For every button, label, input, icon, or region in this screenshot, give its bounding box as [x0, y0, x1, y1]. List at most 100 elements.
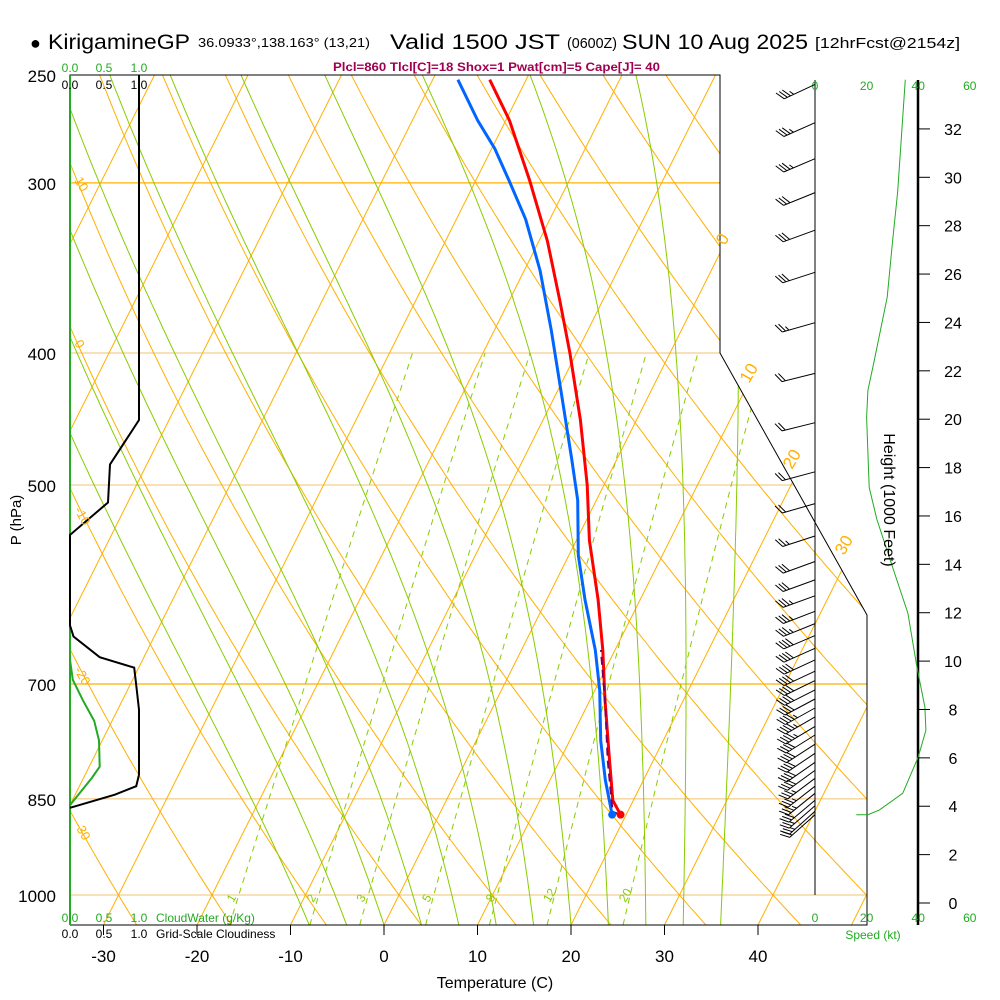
dry-adiabat-line [287, 75, 867, 925]
y-axis-title: P (hPa) [8, 495, 25, 546]
speed-tick-label-bottom: 20 [860, 911, 874, 925]
cloudwater-scale-label-top: 1.0 [131, 61, 148, 75]
wind-barb [775, 229, 816, 243]
thermo-grid [70, 75, 867, 925]
height-tick-label: 2 [949, 848, 958, 865]
moist-adiabat-line [634, 75, 687, 925]
dry-adiabat-line [224, 75, 802, 925]
mixing-ratio-line [359, 352, 531, 925]
dry-adiabat-label: -10 [71, 504, 93, 528]
isotherm-label: 20 [779, 446, 805, 472]
dry-adiabat-label: -30 [71, 819, 93, 843]
isotherm-line [570, 75, 867, 925]
surface-dewpoint-marker [608, 810, 617, 819]
sounding-profiles [456, 79, 625, 819]
pressure-tick-label: 850 [28, 791, 56, 810]
wind-barb [776, 707, 816, 725]
wind-barb [774, 271, 816, 284]
height-tick-label: 12 [944, 606, 962, 623]
isotherm-line [664, 75, 867, 925]
dry-adiabat-line [728, 75, 867, 925]
x-axis-title: Temperature (C) [437, 975, 553, 992]
wind-barb [775, 192, 816, 206]
wind-barb [775, 647, 816, 663]
temperature-tick-label: -20 [185, 947, 210, 966]
speed-tick-label-top: 40 [912, 79, 926, 93]
height-tick-label: 32 [944, 122, 962, 139]
dry-adiabat-label: 10 [71, 174, 91, 194]
dry-adiabat-line [413, 75, 867, 925]
speed-tick-label-bottom: 40 [912, 911, 926, 925]
height-tick-label: 28 [944, 219, 962, 236]
wind-barb [777, 752, 816, 773]
wind-speed-line [856, 79, 927, 816]
station-marker-icon: ● [30, 33, 41, 53]
moist-adiabat-line [107, 75, 460, 925]
cloudiness-scale-label-bottom: 0.5 [96, 927, 113, 941]
speed-tick-label-top: 60 [963, 79, 977, 93]
height-tick-label: 18 [944, 461, 962, 478]
plot-frame [69, 74, 868, 926]
moist-adiabat-line [322, 75, 572, 925]
wind-barb [780, 814, 816, 838]
mixing-ratio-line [546, 352, 699, 925]
dry-adiabat-line [99, 75, 612, 925]
temperature-tick-label: 10 [468, 947, 487, 966]
height-tick-label: 8 [949, 702, 958, 719]
dry-adiabat-line [539, 75, 867, 925]
wind-barb [774, 322, 816, 333]
wind-barb [775, 561, 816, 574]
isotherm-line [290, 75, 716, 925]
moist-adiabat-line [70, 75, 385, 925]
valid-time: Valid 1500 JST [390, 31, 560, 54]
cloudwater-scale-label-bottom: 0.0 [62, 911, 79, 925]
wind-barb [775, 670, 816, 687]
height-tick-label: 16 [944, 509, 962, 526]
temperature-tick-label: -10 [278, 947, 303, 966]
dry-adiabat-line [350, 75, 867, 925]
utc-time: (0600Z) [567, 35, 617, 52]
isotherm-line [70, 75, 342, 925]
moist-adiabat-line [527, 75, 647, 925]
moist-adiabat-line [238, 75, 535, 925]
temperature-tick-label: 0 [379, 947, 388, 966]
wind-barb [775, 158, 816, 173]
wind-barb [775, 623, 816, 637]
cloudiness-label: Grid-Scale Cloudiness [156, 927, 275, 941]
cloud-panel: 0.0 0.0 0.0 0.0 0.5 0.5 0.5 0.5 1.0 1.0 1.0 1.0 Clou… [62, 61, 276, 941]
mixing-ratio-line [622, 352, 767, 925]
cloudwater-scale-label-top: 0.0 [62, 61, 79, 75]
dry-adiabat-line [70, 75, 517, 925]
wind-barb [774, 372, 816, 383]
isotherm-line [757, 75, 867, 925]
plot-border [69, 74, 868, 926]
height-tick-label: 24 [944, 315, 962, 332]
dry-adiabat-line [665, 75, 867, 925]
wind-barb [774, 503, 816, 514]
moist-adiabat-line [70, 75, 310, 925]
isotherm-label: 0 [712, 230, 733, 248]
cloudiness-scale-label-bottom: 0.0 [62, 927, 79, 941]
temperature-tick-label: 40 [749, 947, 768, 966]
wind-barb [776, 716, 816, 735]
surface-temperature-marker [616, 810, 625, 819]
temperature-tick-label: 20 [562, 947, 581, 966]
wind-barb [774, 471, 816, 482]
pressure-tick-label: 400 [28, 345, 56, 364]
moist-adiabat-line [70, 75, 422, 925]
cloudwater-scale-label-bottom: 0.5 [96, 911, 113, 925]
header: ● KirigamineGP 36.0933°,138.163° (13,21)… [30, 31, 960, 74]
wind-barb [779, 799, 816, 823]
wind-barb [775, 635, 816, 650]
cloudwater-line [69, 75, 101, 806]
wind-barb [775, 83, 816, 100]
isotherm-line [851, 75, 867, 925]
speed-tick-label-bottom: 60 [963, 911, 977, 925]
temperature-line [488, 79, 622, 816]
wind-barb [774, 422, 816, 432]
temperature-tick-label: -30 [91, 947, 116, 966]
cloudiness-scale-label-bottom: 1.0 [131, 927, 148, 941]
wind-barb [775, 610, 816, 624]
